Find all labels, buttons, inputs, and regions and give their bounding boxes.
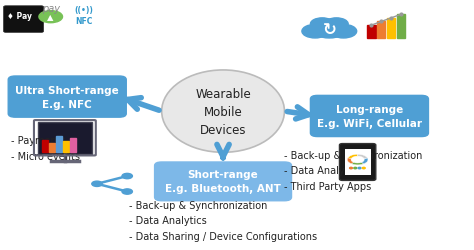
Text: Wearable
Mobile
Devices: Wearable Mobile Devices — [195, 87, 251, 136]
Circle shape — [350, 168, 353, 169]
FancyBboxPatch shape — [8, 77, 126, 118]
Bar — [367, 26, 375, 39]
Text: - Back-up & Synchronization
- Data Analytics
- Third Party Apps: - Back-up & Synchronization - Data Analy… — [284, 150, 423, 191]
Text: Long-range
E.g. WiFi, Cellular: Long-range E.g. WiFi, Cellular — [317, 104, 422, 128]
Bar — [42, 140, 48, 152]
Text: ((•))
NFC: ((•)) NFC — [74, 6, 93, 26]
Circle shape — [122, 174, 132, 179]
Bar — [63, 141, 69, 152]
Text: - Back-up & Synchronization
- Data Analytics
- Data Sharing / Device Configurati: - Back-up & Synchronization - Data Analy… — [128, 200, 317, 241]
Circle shape — [92, 182, 102, 187]
FancyBboxPatch shape — [3, 7, 44, 33]
FancyBboxPatch shape — [155, 162, 292, 201]
Bar — [49, 143, 55, 152]
FancyBboxPatch shape — [345, 149, 371, 176]
Wedge shape — [357, 154, 367, 159]
Text: ♦ Pay: ♦ Pay — [7, 12, 32, 21]
Text: - Payments
- Micro events: - Payments - Micro events — [10, 136, 80, 161]
Circle shape — [311, 20, 347, 39]
Wedge shape — [362, 158, 368, 164]
Wedge shape — [347, 158, 354, 164]
Wedge shape — [348, 154, 357, 159]
Bar — [55, 137, 62, 152]
FancyBboxPatch shape — [38, 122, 92, 154]
Circle shape — [310, 19, 334, 31]
Circle shape — [358, 168, 361, 169]
Bar — [397, 15, 405, 39]
Wedge shape — [352, 163, 364, 165]
Text: ▲: ▲ — [47, 13, 54, 22]
Circle shape — [330, 25, 356, 39]
Bar — [377, 22, 385, 39]
Text: Ultra Short-range
E.g. NFC: Ultra Short-range E.g. NFC — [15, 85, 119, 109]
Circle shape — [39, 12, 63, 24]
Ellipse shape — [162, 71, 284, 153]
FancyBboxPatch shape — [339, 144, 376, 181]
Circle shape — [325, 19, 348, 31]
Text: pay: pay — [42, 4, 60, 14]
Circle shape — [122, 189, 132, 194]
Circle shape — [302, 25, 328, 39]
FancyBboxPatch shape — [310, 96, 428, 137]
Bar — [387, 19, 395, 39]
Circle shape — [354, 168, 356, 169]
Text: ↻: ↻ — [322, 21, 336, 38]
Text: Short-range
E.g. Bluetooth, ANT: Short-range E.g. Bluetooth, ANT — [165, 170, 281, 194]
Bar — [70, 139, 76, 152]
Circle shape — [362, 168, 365, 169]
